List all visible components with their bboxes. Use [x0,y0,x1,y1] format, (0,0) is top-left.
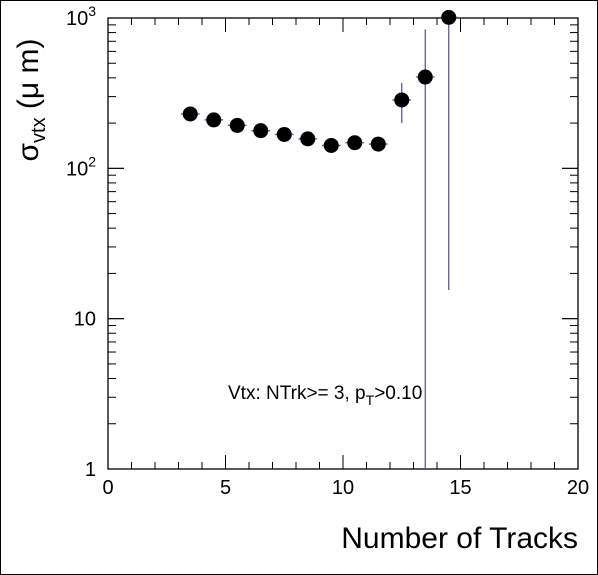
x-tick-label: 0 [102,477,113,499]
x-tick-label: 20 [567,477,589,499]
x-tick-label: 10 [332,477,354,499]
tick-labels: 0 5 10 15 20 1 10 102 103 [66,3,589,499]
data-point [276,126,292,142]
data-point [370,136,386,152]
x-tick-label: 15 [449,477,471,499]
selection-annotation: Vtx: NTrk>= 3, pT>0.10 [228,383,422,408]
y-axis-label-sub: vtx [28,117,50,143]
annotation-sub: T [366,392,375,408]
y-tick-label: 102 [66,153,96,180]
data-point [347,135,363,151]
data-point [182,106,198,122]
axis-ticks [107,17,579,470]
data-marks [180,9,459,469]
data-point [417,69,433,85]
y-axis-label-rest: (μ m) [12,38,45,117]
y-axis-label-base: σ [12,143,45,162]
x-axis-label: Number of Tracks [341,522,578,555]
data-point [394,92,410,108]
data-point [441,9,457,25]
data-point [229,117,245,133]
data-point [253,123,269,139]
data-point [323,137,339,153]
y-tick-label: 1 [85,459,96,481]
y-tick-label: 10 [74,309,96,331]
data-point [206,112,222,128]
annotation-text-a: Vtx: NTrk>= 3, p [228,383,366,404]
y-axis-label: σvtx (μ m) [12,38,50,161]
x-tick-label: 5 [220,477,231,499]
y-tick-label: 103 [66,3,96,30]
annotation-text-b: >0.10 [374,383,422,404]
data-point [300,131,316,147]
